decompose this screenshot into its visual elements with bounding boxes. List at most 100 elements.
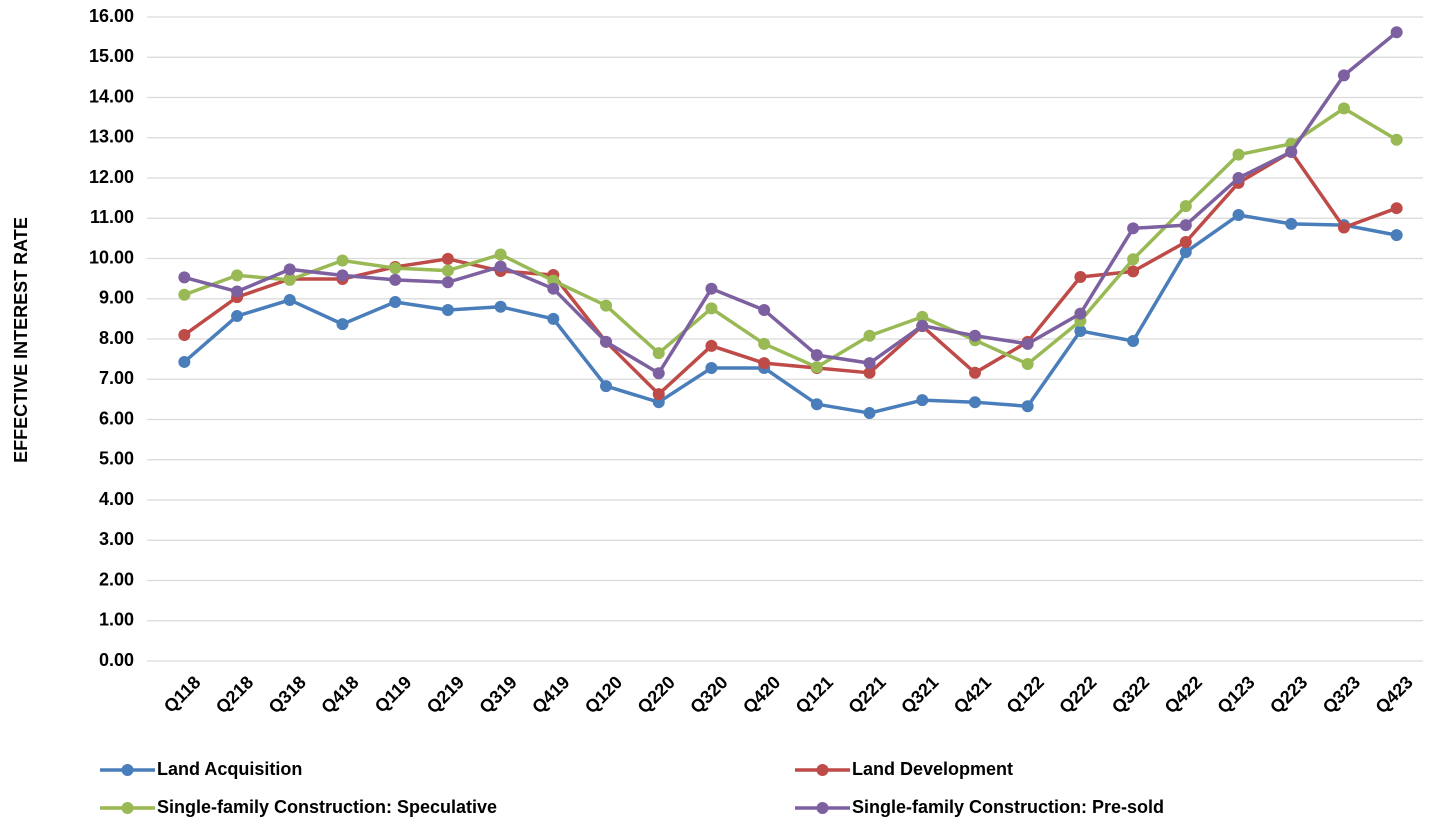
data-point <box>389 273 402 286</box>
data-point <box>810 349 823 362</box>
data-point <box>705 339 718 352</box>
data-point <box>758 357 771 370</box>
data-point <box>1390 133 1403 146</box>
data-point <box>441 264 454 277</box>
x-tick-label: Q119 <box>371 672 416 717</box>
x-tick-label: Q118 <box>160 672 205 717</box>
legend-marker <box>121 764 134 776</box>
x-tick-label: Q222 <box>1055 672 1100 717</box>
x-tick-label: Q418 <box>317 672 362 717</box>
x-tick-label: Q221 <box>844 672 889 717</box>
data-point <box>863 329 876 342</box>
data-point <box>1127 265 1140 278</box>
data-point <box>336 254 349 267</box>
data-point <box>652 367 665 380</box>
data-point <box>283 293 296 306</box>
y-tick-label: 13.00 <box>89 127 134 147</box>
x-tick-label: Q420 <box>739 672 784 717</box>
data-point <box>600 335 613 348</box>
x-tick-label: Q120 <box>581 672 626 717</box>
data-point <box>968 366 981 379</box>
x-tick-label: Q223 <box>1266 672 1311 717</box>
x-tick-label: Q422 <box>1161 672 1206 717</box>
data-point <box>916 319 929 332</box>
y-tick-label: 1.00 <box>99 610 134 630</box>
data-point <box>1337 221 1350 234</box>
data-point <box>758 337 771 350</box>
series-line <box>183 106 1398 369</box>
data-point <box>863 366 876 379</box>
y-tick-label: 7.00 <box>99 368 134 388</box>
data-point <box>1232 172 1245 184</box>
data-point <box>1390 229 1403 242</box>
data-point <box>1127 335 1140 348</box>
data-point <box>283 263 296 276</box>
legend-marker <box>816 764 829 776</box>
x-tick-label: Q323 <box>1319 672 1364 717</box>
y-tick-label: 8.00 <box>99 328 134 348</box>
data-point <box>810 398 823 411</box>
y-tick-label: 2.00 <box>99 569 134 589</box>
data-point <box>494 300 507 313</box>
x-tick-label: Q321 <box>897 672 942 717</box>
y-tick-label: 0.00 <box>99 650 134 670</box>
data-point <box>863 407 876 420</box>
data-point <box>600 380 613 393</box>
legend-label: Land Acquisition <box>157 759 302 779</box>
data-point <box>1179 246 1192 259</box>
data-point <box>1337 69 1350 82</box>
data-point <box>652 347 665 360</box>
x-tick-label: Q318 <box>265 672 310 717</box>
data-point <box>494 260 507 273</box>
y-tick-label: 6.00 <box>99 408 134 428</box>
data-point <box>231 285 244 298</box>
data-point <box>441 252 454 265</box>
x-tick-label: Q123 <box>1213 672 1258 717</box>
data-point <box>1074 307 1087 320</box>
data-point <box>494 248 507 261</box>
data-point <box>1337 102 1350 115</box>
x-tick-label: Q218 <box>212 672 257 717</box>
data-point <box>231 269 244 282</box>
data-point <box>1285 217 1298 230</box>
series-line <box>183 213 1397 415</box>
data-point <box>283 273 296 286</box>
x-tick-label: Q219 <box>423 672 468 717</box>
y-tick-label: 15.00 <box>89 46 134 66</box>
legend-marker <box>816 802 829 814</box>
y-tick-label: 9.00 <box>99 288 134 308</box>
data-point <box>178 288 191 301</box>
data-point <box>863 357 876 370</box>
data-point <box>336 318 349 331</box>
y-tick-label: 11.00 <box>90 207 134 227</box>
data-point <box>916 310 929 323</box>
data-point <box>810 361 823 374</box>
data-point <box>1390 26 1403 39</box>
data-point <box>705 282 718 295</box>
data-point <box>652 388 665 401</box>
data-point <box>1127 253 1140 266</box>
data-point <box>758 304 771 317</box>
y-tick-label: 4.00 <box>99 489 134 509</box>
y-tick-label: 5.00 <box>99 449 134 469</box>
data-point <box>441 304 454 317</box>
legend-marker <box>121 802 134 814</box>
data-point <box>968 396 981 409</box>
x-tick-label: Q419 <box>528 672 573 717</box>
data-point <box>916 394 929 407</box>
data-point <box>705 361 718 374</box>
data-point <box>600 299 613 312</box>
x-tick-label: Q319 <box>476 672 521 717</box>
data-point <box>1021 400 1034 413</box>
y-tick-label: 3.00 <box>99 529 134 549</box>
legend-label: Single-family Construction: Pre-sold <box>852 797 1164 817</box>
data-point <box>1127 222 1140 235</box>
data-point <box>1179 200 1192 213</box>
data-point <box>1232 209 1245 222</box>
data-point <box>389 295 402 308</box>
x-tick-label: Q320 <box>686 672 731 717</box>
y-tick-label: 10.00 <box>89 247 134 267</box>
data-point <box>178 271 191 284</box>
x-tick-label: Q322 <box>1108 672 1153 717</box>
x-tick-label: Q421 <box>950 672 995 717</box>
